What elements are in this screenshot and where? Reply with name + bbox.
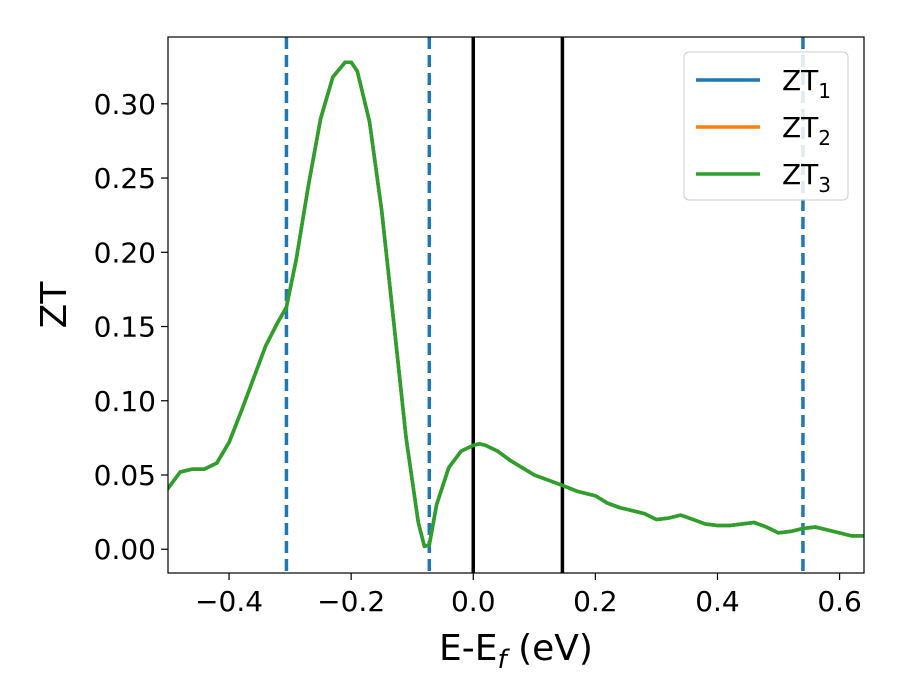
y-tick-label: 0.05 (94, 459, 156, 492)
plot-frame (167, 36, 865, 574)
y-tick-label: 0.30 (94, 88, 156, 121)
x-tick-label: 0.0 (451, 585, 496, 618)
y-tick-label: 0.00 (94, 533, 156, 566)
y-tick-label: 0.20 (94, 236, 156, 269)
series-lines (168, 60, 864, 549)
x-tick-label: −0.2 (317, 585, 385, 618)
legend-box (683, 51, 849, 201)
legend-label-1: ZT1 (782, 64, 831, 103)
x-tick-label: −0.4 (195, 585, 263, 618)
series-line-3 (168, 60, 864, 549)
y-tick-label: 0.15 (94, 311, 156, 344)
y-axis-ticks: 0.00 0.05 0.10 0.15 0.20 0.25 0.30 (94, 88, 168, 566)
legend: ZT1 ZT2 ZT3 (683, 51, 849, 201)
y-tick-label: 0.10 (94, 385, 156, 418)
legend-label-2: ZT2 (782, 111, 831, 150)
y-tick-label: 0.25 (94, 162, 156, 195)
x-tick-label: 0.4 (695, 585, 740, 618)
x-tick-label: 0.2 (573, 585, 618, 618)
x-axis-ticks: −0.4 −0.2 0.0 0.2 0.4 0.6 (195, 573, 862, 618)
x-axis-label: E-Ef (eV) (439, 628, 593, 675)
y-axis-label: ZT (34, 281, 75, 329)
legend-label-3: ZT3 (782, 158, 831, 197)
x-tick-label: 0.6 (817, 585, 862, 618)
